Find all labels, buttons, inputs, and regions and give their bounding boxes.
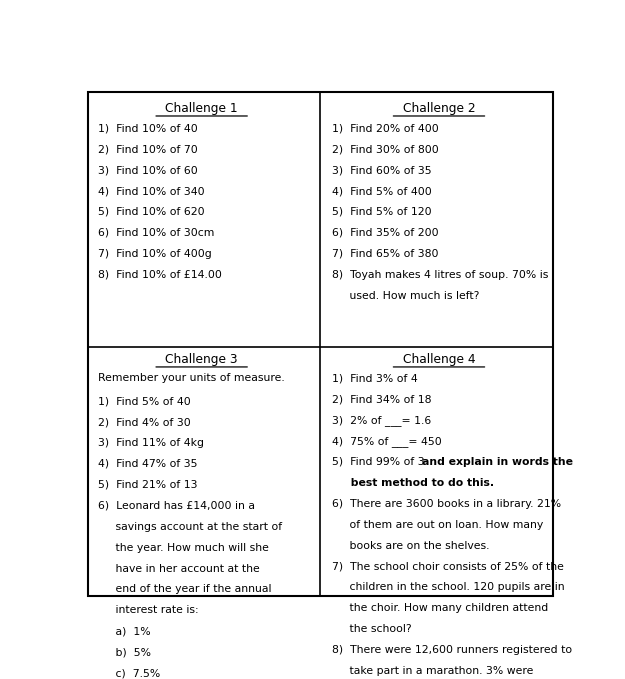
Text: the choir. How many children attend: the choir. How many children attend xyxy=(332,603,549,613)
Text: Challenge 3: Challenge 3 xyxy=(166,353,238,367)
Text: 5)  Find 5% of 120: 5) Find 5% of 120 xyxy=(332,207,432,217)
Text: savings account at the start of: savings account at the start of xyxy=(98,521,282,532)
Text: 7)  Find 10% of 400g: 7) Find 10% of 400g xyxy=(98,249,211,259)
Text: a)  1%: a) 1% xyxy=(98,626,150,636)
Text: 8)  Find 10% of £14.00: 8) Find 10% of £14.00 xyxy=(98,270,221,280)
Text: best method to do this.: best method to do this. xyxy=(332,478,494,488)
Text: Challenge 1: Challenge 1 xyxy=(166,103,238,115)
Text: the school?: the school? xyxy=(332,624,412,634)
Text: b)  5%: b) 5% xyxy=(98,647,151,657)
Text: 6)  There are 3600 books in a library. 21%: 6) There are 3600 books in a library. 21… xyxy=(332,498,561,509)
Text: Challenge 2: Challenge 2 xyxy=(402,103,475,115)
Text: 1)  Find 20% of 400: 1) Find 20% of 400 xyxy=(332,124,439,133)
Text: 7)  Find 65% of 380: 7) Find 65% of 380 xyxy=(332,249,439,259)
Text: 1)  Find 10% of 40: 1) Find 10% of 40 xyxy=(98,124,198,133)
Text: 2)  Find 4% of 30: 2) Find 4% of 30 xyxy=(98,417,190,427)
Text: 5)  Find 99% of 3: 5) Find 99% of 3 xyxy=(332,457,429,467)
Text: the year. How much will she: the year. How much will she xyxy=(98,543,268,553)
Text: 4)  Find 10% of 340: 4) Find 10% of 340 xyxy=(98,186,204,196)
Text: take part in a marathon. 3% were: take part in a marathon. 3% were xyxy=(332,666,534,676)
Text: 4)  75% of ___= 450: 4) 75% of ___= 450 xyxy=(332,436,442,447)
Text: 2)  Find 34% of 18: 2) Find 34% of 18 xyxy=(332,394,432,404)
Text: 5)  Find 21% of 13: 5) Find 21% of 13 xyxy=(98,480,197,490)
Text: 8)  Toyah makes 4 litres of soup. 70% is: 8) Toyah makes 4 litres of soup. 70% is xyxy=(332,270,549,280)
Text: 7)  The school choir consists of 25% of the: 7) The school choir consists of 25% of t… xyxy=(332,562,564,572)
Text: 1)  Find 3% of 4: 1) Find 3% of 4 xyxy=(332,373,418,383)
Text: books are on the shelves.: books are on the shelves. xyxy=(332,540,490,551)
Text: 6)  Find 10% of 30cm: 6) Find 10% of 30cm xyxy=(98,228,214,238)
Text: of them are out on loan. How many: of them are out on loan. How many xyxy=(332,519,544,530)
Text: 6)  Leonard has £14,000 in a: 6) Leonard has £14,000 in a xyxy=(98,501,254,511)
Text: 2)  Find 10% of 70: 2) Find 10% of 70 xyxy=(98,144,198,154)
Text: 4)  Find 5% of 400: 4) Find 5% of 400 xyxy=(332,186,432,196)
Text: 8)  There were 12,600 runners registered to: 8) There were 12,600 runners registered … xyxy=(332,645,572,655)
Text: c)  7.5%: c) 7.5% xyxy=(98,668,160,678)
Text: Remember your units of measure.: Remember your units of measure. xyxy=(98,373,284,383)
Text: 2)  Find 30% of 800: 2) Find 30% of 800 xyxy=(332,144,439,154)
Text: 3)  Find 60% of 35: 3) Find 60% of 35 xyxy=(332,165,432,175)
Text: have in her account at the: have in her account at the xyxy=(98,564,259,574)
Text: 3)  Find 11% of 4kg: 3) Find 11% of 4kg xyxy=(98,438,204,448)
Text: 5)  Find 10% of 620: 5) Find 10% of 620 xyxy=(98,207,204,217)
Text: and explain in words the: and explain in words the xyxy=(422,457,573,467)
Text: 3)  Find 10% of 60: 3) Find 10% of 60 xyxy=(98,165,198,175)
Text: 3)  2% of ___= 1.6: 3) 2% of ___= 1.6 xyxy=(332,415,432,426)
Text: interest rate is:: interest rate is: xyxy=(98,606,198,615)
Text: 1)  Find 5% of 40: 1) Find 5% of 40 xyxy=(98,397,190,406)
Text: 6)  Find 35% of 200: 6) Find 35% of 200 xyxy=(332,228,439,238)
Text: 4)  Find 47% of 35: 4) Find 47% of 35 xyxy=(98,459,197,469)
Text: children in the school. 120 pupils are in: children in the school. 120 pupils are i… xyxy=(332,583,565,592)
Text: end of the year if the annual: end of the year if the annual xyxy=(98,585,271,594)
Text: Challenge 4: Challenge 4 xyxy=(402,353,475,367)
Text: used. How much is left?: used. How much is left? xyxy=(332,291,480,301)
